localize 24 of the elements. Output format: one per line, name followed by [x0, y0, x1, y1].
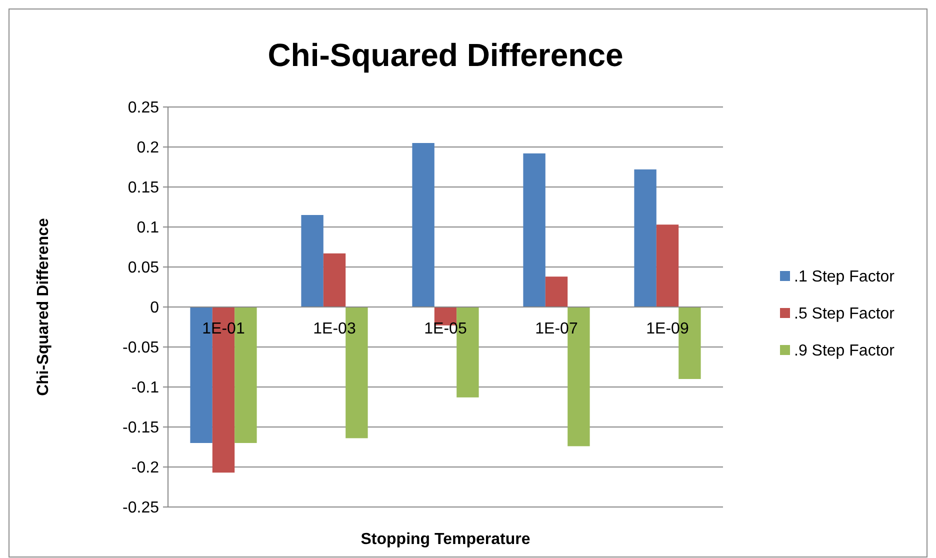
y-tick-label: 0.1: [136, 220, 160, 237]
bar: [301, 215, 324, 307]
y-tick-label: 0.15: [128, 180, 160, 197]
bar: [323, 253, 346, 307]
y-tick-label: 0.2: [136, 140, 160, 157]
legend-label: .1 Step Factor: [794, 268, 896, 286]
bar: [412, 143, 434, 307]
y-tick-label: -0.05: [122, 340, 160, 357]
y-tick-label: 0: [150, 300, 160, 317]
y-tick-label: -0.15: [122, 420, 160, 437]
legend-label: .9 Step Factor: [794, 342, 896, 360]
bar: [656, 224, 679, 307]
y-tick-label: 0.05: [128, 260, 160, 277]
y-axis-title: Chi-Squared Difference: [35, 218, 52, 396]
bar: [545, 276, 568, 307]
chart-title: Chi-Squared Difference: [268, 37, 624, 73]
y-tick-label: -0.25: [122, 500, 160, 517]
legend-label: .5 Step Factor: [794, 306, 896, 323]
x-axis-title: Stopping Temperature: [360, 531, 530, 548]
bar: [523, 153, 546, 307]
bar: [634, 169, 656, 307]
y-tick-label: -0.2: [131, 460, 160, 477]
y-tick-label: 0.25: [128, 100, 160, 117]
y-tick-label: -0.1: [131, 380, 160, 397]
